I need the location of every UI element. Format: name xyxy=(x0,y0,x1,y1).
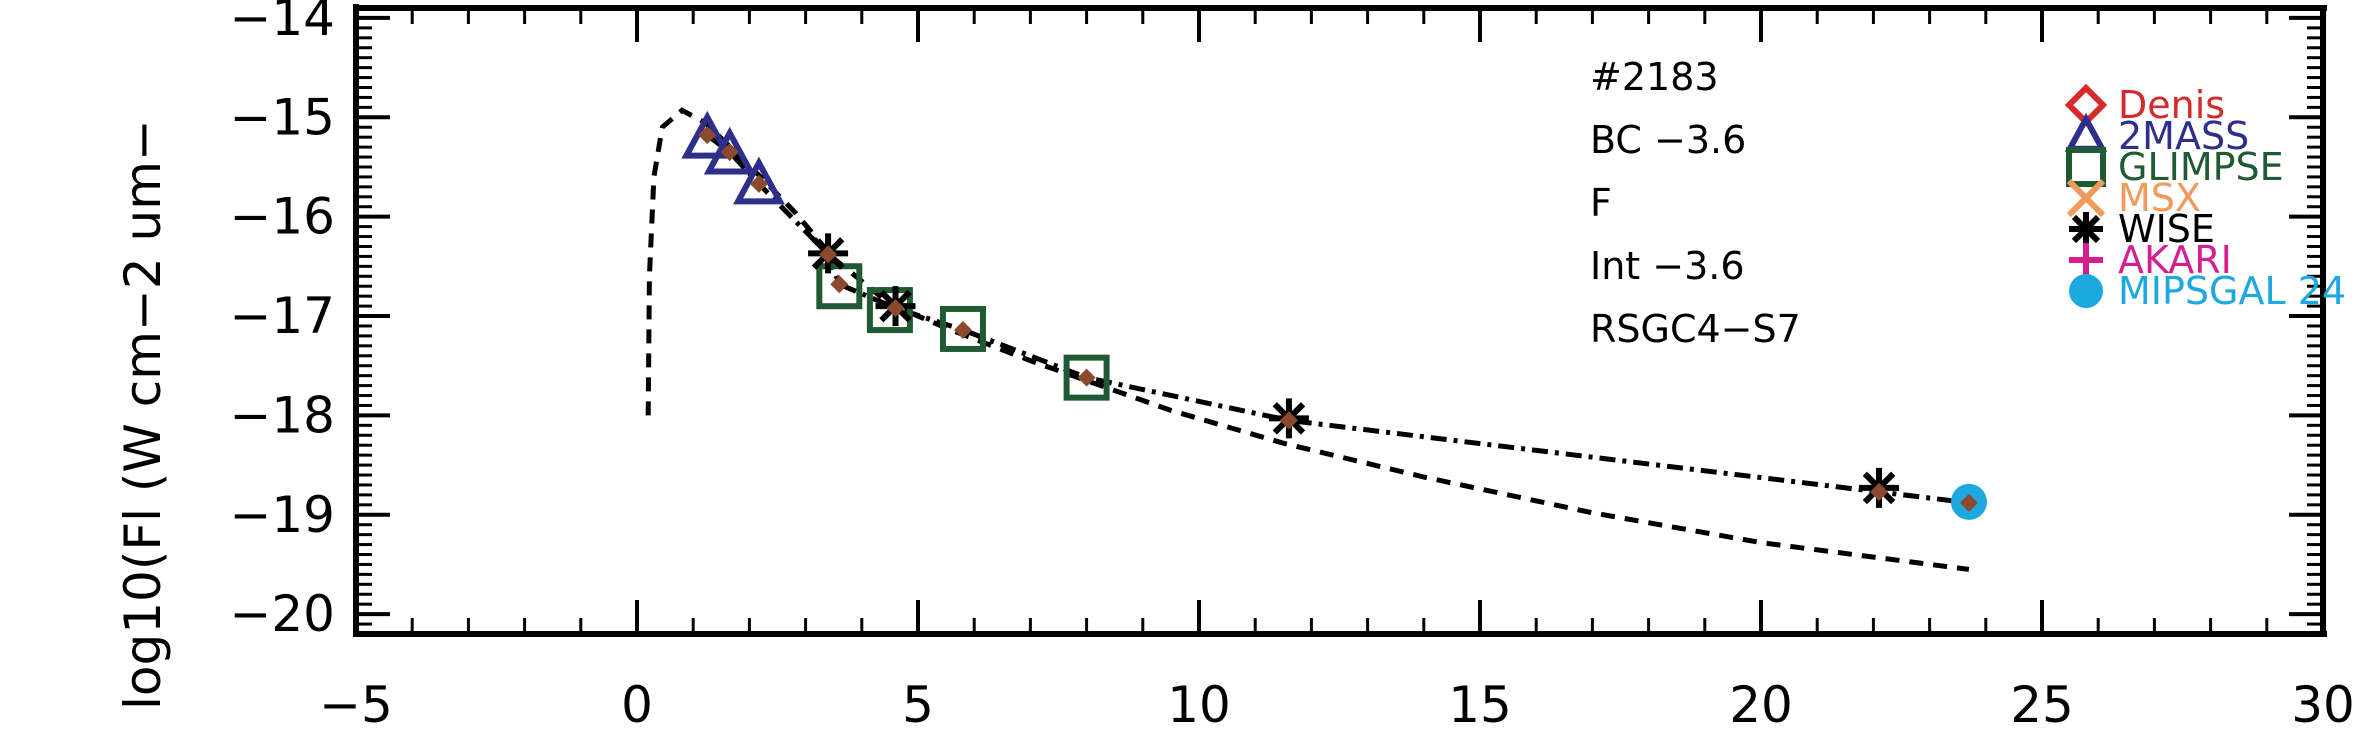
x-tick-label: 20 xyxy=(1729,676,1793,734)
legend-item: AKARI xyxy=(2069,238,2232,282)
model-dot-marker xyxy=(830,275,849,294)
model-dot-marker xyxy=(1959,493,1978,512)
legend-label: WISE xyxy=(2118,207,2215,251)
y-tick-label: −17 xyxy=(229,287,335,345)
legend-item: MSX xyxy=(2066,176,2201,220)
annotation-text: #2183 xyxy=(1590,55,1719,99)
legend-item: GLIMPSE xyxy=(2066,145,2284,189)
legend-triangle-symbol xyxy=(2064,112,2108,152)
legend-item: MIPSGAL 24 xyxy=(2069,269,2346,313)
model-points xyxy=(698,126,1978,512)
annotation-text: BC −3.6 xyxy=(1590,118,1746,162)
model-dot-marker xyxy=(1870,482,1889,501)
model-dot-marker xyxy=(720,143,739,162)
square-marker xyxy=(1063,354,1110,401)
legend-square-symbol xyxy=(2066,147,2106,187)
legend-label: MSX xyxy=(2118,176,2201,220)
x-tick-label: 25 xyxy=(2010,676,2074,734)
legend-plus-symbol xyxy=(2069,243,2103,277)
y-tick-label: −19 xyxy=(229,486,335,544)
legend-label: MIPSGAL 24 xyxy=(2118,269,2346,313)
model-dot-marker xyxy=(819,245,838,264)
model-dot-marker xyxy=(953,320,972,339)
axes: −5 0 5 10 15 20 25 30 −14 −15 −16 −17 −18 −19 −20 xyxy=(229,0,2354,734)
y-tick-label: −20 xyxy=(229,585,335,643)
model-dot-marker xyxy=(698,126,717,145)
model-dot-marker xyxy=(1279,411,1298,430)
x-tick-label: 5 xyxy=(902,676,934,734)
legend-label: Denis xyxy=(2118,83,2225,127)
square-marker xyxy=(939,305,986,352)
legend-label: 2MASS xyxy=(2118,114,2249,158)
annotations: #2183 BC −3.6 F Int −3.6 RSGC4−S7 xyxy=(1590,55,1801,351)
y-axis-label: log10(Fl (W cm−2 um− xyxy=(114,119,172,710)
x-tick-label: 15 xyxy=(1448,676,1512,734)
y-tick-label: −18 xyxy=(229,386,335,444)
legend-item: WISE xyxy=(2069,207,2215,251)
y-tick-label: −16 xyxy=(229,188,335,246)
triangle-marker xyxy=(703,126,756,175)
legend-label: AKARI xyxy=(2118,238,2232,282)
x-tick-label: 0 xyxy=(621,676,653,734)
triangle-marker xyxy=(681,110,734,159)
square-marker xyxy=(866,287,913,334)
annotation-text: F xyxy=(1590,181,1612,225)
x-tick-label: 30 xyxy=(2291,676,2355,734)
legend-circle-symbol xyxy=(2069,274,2103,308)
model-dot-marker xyxy=(1077,368,1096,387)
x-tick-label: −5 xyxy=(319,676,393,734)
annotation-text: RSGC4−S7 xyxy=(1590,307,1801,351)
y-tick-label: −14 xyxy=(229,0,335,47)
model-dot-marker xyxy=(886,299,905,318)
y-tick-label: −15 xyxy=(229,88,335,146)
legend-x-symbol xyxy=(2066,178,2106,218)
legend-item: Denis xyxy=(2064,83,2225,127)
annotation-text: Int −3.6 xyxy=(1590,244,1745,288)
legend-label: GLIMPSE xyxy=(2118,145,2284,189)
legend-asterisk-symbol xyxy=(2069,212,2103,246)
model-dot-marker xyxy=(749,174,768,193)
triangle-marker xyxy=(733,156,785,205)
x-tick-label: 10 xyxy=(1167,676,1231,734)
